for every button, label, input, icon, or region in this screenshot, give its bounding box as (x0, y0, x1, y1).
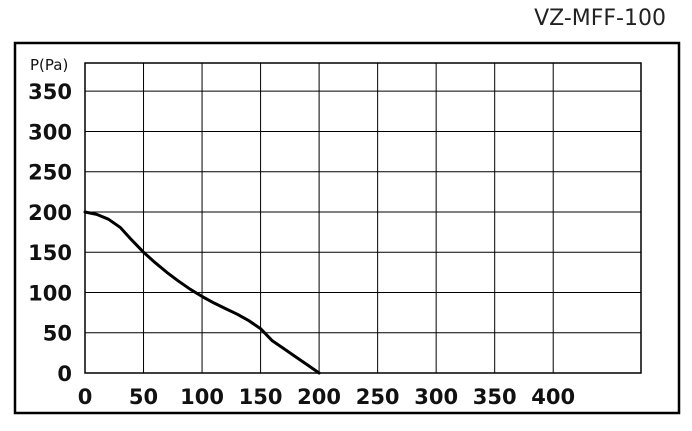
pressure-curve (83, 210, 321, 375)
y-tick-label: 200 (28, 201, 72, 225)
x-tick-label: 350 (473, 385, 517, 409)
outer-frame (13, 41, 681, 415)
y-tick-label: 300 (28, 120, 72, 144)
grid (84, 62, 642, 374)
chart-title: VZ-MFF-100 (534, 6, 666, 31)
x-tick-label: 200 (297, 385, 341, 409)
y-tick-label: 100 (28, 281, 72, 305)
plot-border (84, 62, 642, 374)
x-axis-ticks: 0 50 100 150 200 250 300 350 400 (78, 385, 575, 409)
y-tick-label: 50 (43, 322, 72, 346)
x-tick-label: 300 (414, 385, 458, 409)
x-tick-label: 0 (78, 385, 93, 409)
x-tick-label: 250 (356, 385, 400, 409)
x-tick-label: 50 (129, 385, 158, 409)
y-axis-ticks: 0 50 100 150 200 250 300 350 (28, 80, 72, 386)
x-tick-label: 400 (531, 385, 575, 409)
y-tick-label: 150 (28, 241, 72, 265)
y-tick-label: 0 (57, 362, 72, 386)
x-tick-label: 150 (239, 385, 283, 409)
y-tick-label: 350 (28, 80, 72, 104)
y-axis-label: P(Pa) (30, 56, 68, 74)
y-tick-label: 250 (28, 161, 72, 185)
x-tick-label: 100 (180, 385, 224, 409)
